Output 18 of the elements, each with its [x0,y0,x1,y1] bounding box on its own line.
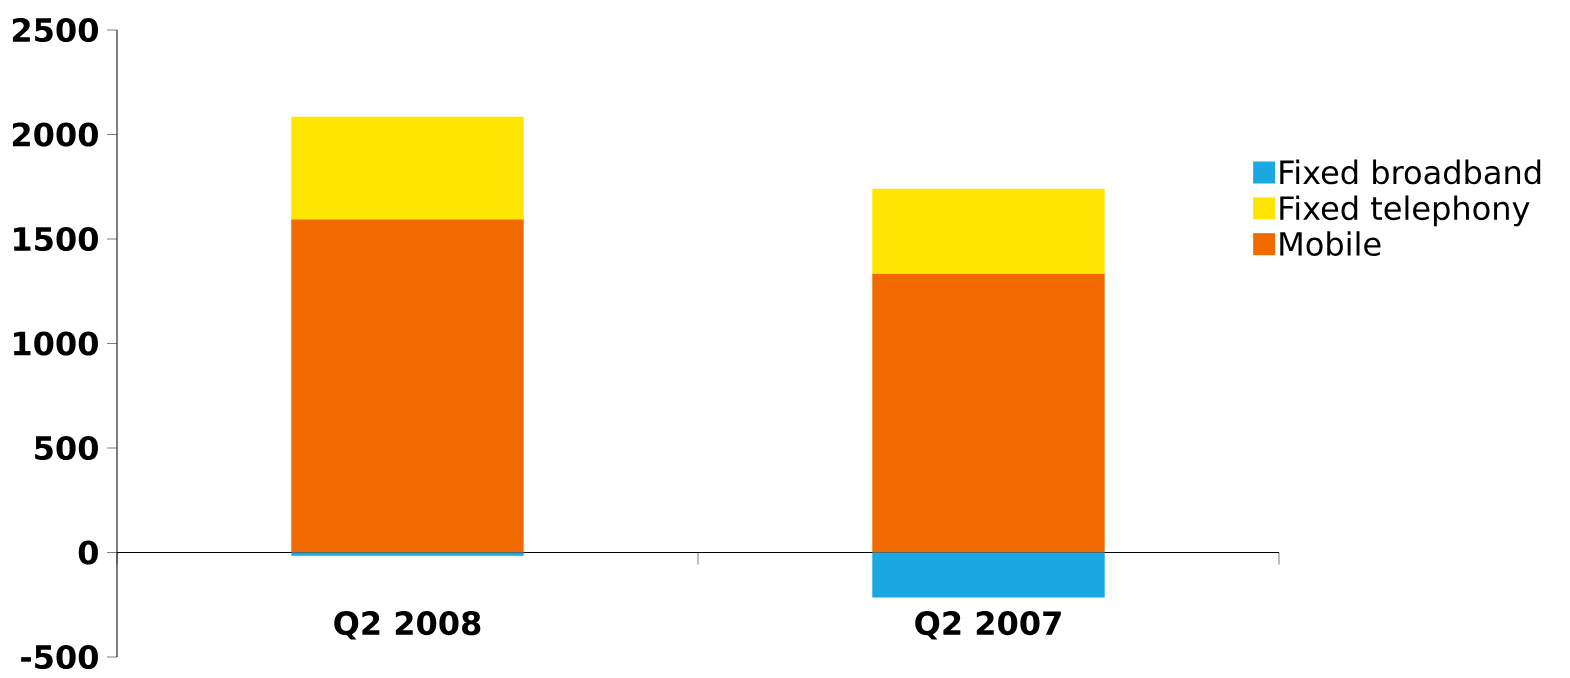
y-tick-label: 1000 [14,331,98,356]
bar [291,116,524,220]
y-tick-label: 1500 [14,226,98,252]
bar [872,188,1105,274]
bar [872,552,1105,598]
x-tick-label: Q2 2008 [334,611,481,640]
y-tick-label: -500 [21,644,98,670]
legend-label: Fixed broadband [1280,159,1541,185]
legend-label: Mobile [1280,231,1381,256]
y-tick-label: 0 [78,540,98,565]
x-tick-label: Q2 2007 [915,611,1061,640]
bar [291,552,524,556]
legend-label: Fixed telephony [1280,195,1530,227]
bar [872,273,1105,553]
bar [291,219,524,553]
y-tick-label: 2000 [12,122,98,147]
y-tick-label: 500 [35,435,98,461]
y-tick-label: 2500 [12,17,98,43]
